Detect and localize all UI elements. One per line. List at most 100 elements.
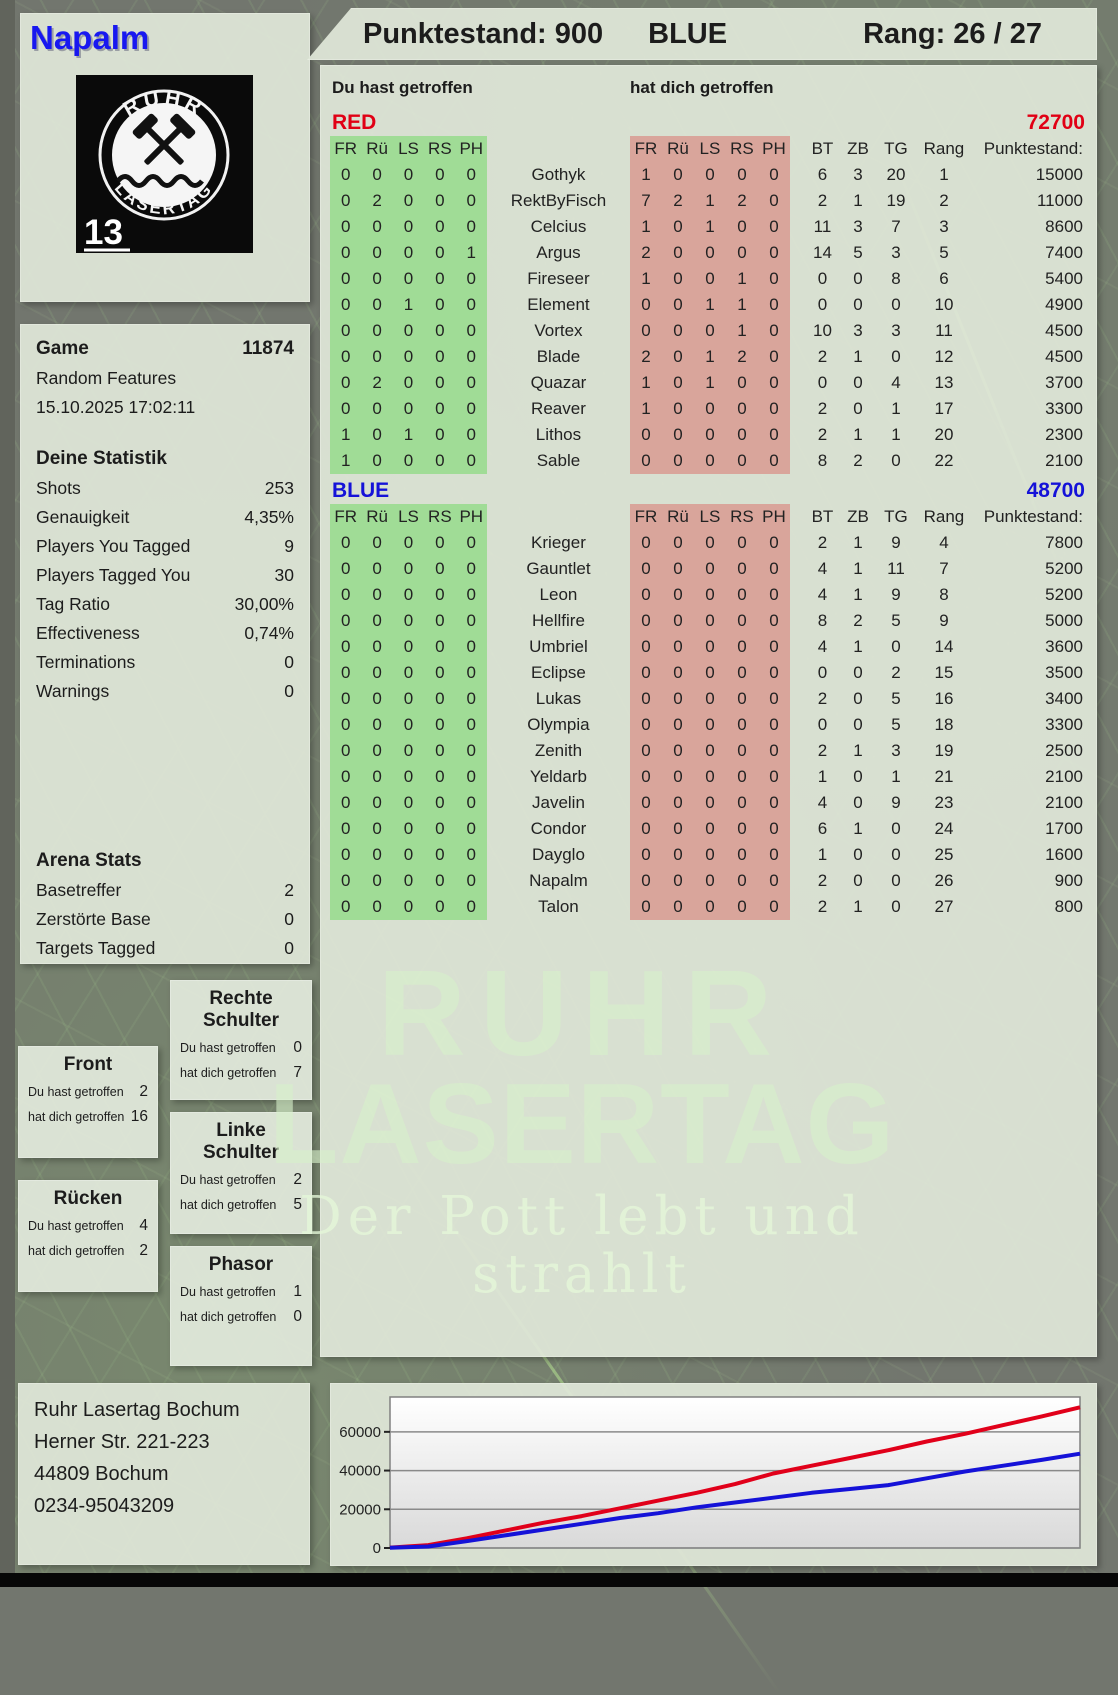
table-cell: 0 (891, 347, 901, 366)
address-panel: Ruhr Lasertag Bochum Herner Str. 221-223… (18, 1383, 310, 1565)
table-cell: 7400 (1045, 243, 1083, 262)
table-cell: 0 (693, 686, 726, 712)
table-cell: 7800 (1045, 533, 1083, 552)
table-cell: 0 (361, 318, 393, 344)
table-cell: 0 (392, 396, 425, 422)
table-cell: 0 (757, 582, 790, 608)
table-cell: 0 (424, 344, 456, 370)
game-mode: Random Features (36, 368, 177, 388)
table-cell: PH (455, 136, 487, 162)
table-cell: 0 (891, 295, 901, 314)
table-cell: 0 (693, 582, 726, 608)
table-cell: 0 (455, 396, 487, 422)
table-cell: Sable (536, 451, 581, 470)
table-cell: 5 (891, 611, 901, 630)
table-cell: 2 (853, 611, 863, 630)
table-cell: 8 (939, 585, 949, 604)
table-cell: 0 (661, 292, 694, 318)
bodypart-box-ruecken: Rücken Du hast getroffen 4 hat dich getro… (18, 1180, 158, 1292)
table-cell: 0 (455, 660, 487, 686)
table-cell: 0 (661, 266, 694, 292)
table-cell: 1 (455, 240, 487, 266)
table-cell: 9 (891, 533, 901, 552)
table-cell: 0 (629, 842, 662, 868)
table-cell: 0 (392, 188, 425, 214)
score-progress-chart: 0 20000 40000 60000 (339, 1396, 1081, 1557)
table-cell: 0 (693, 790, 726, 816)
you-hit-label: Du hast getroffen (28, 1219, 124, 1233)
table-cell: 0 (725, 634, 758, 660)
table-cell: 0 (392, 894, 425, 920)
them-hit-label: hat dich getroffen (180, 1066, 277, 1080)
table-cell: 0 (693, 240, 726, 266)
table-cell: 0 (661, 816, 694, 842)
table-cell: Element (527, 295, 590, 314)
table-cell: 0 (455, 344, 487, 370)
table-cell: Rü (661, 136, 694, 162)
table-cell: 0 (392, 556, 425, 582)
table-cell: 0 (891, 451, 901, 470)
svg-text:20000: 20000 (339, 1501, 381, 1518)
table-cell: 0 (330, 816, 362, 842)
table-cell: 0 (361, 162, 393, 188)
venue-city: 44809 Bochum (34, 1463, 169, 1485)
table-cell: 1 (629, 266, 662, 292)
table-cell: 2300 (1045, 425, 1083, 444)
table-cell: Napalm (529, 871, 588, 890)
table-cell: 0 (455, 842, 487, 868)
you-hit-label: Du hast getroffen (180, 1285, 276, 1299)
table-cell: 1 (853, 559, 863, 578)
table-cell: 0 (757, 318, 790, 344)
table-cell: 3 (891, 741, 901, 760)
table-cell: 0 (661, 686, 694, 712)
table-cell: 0 (424, 214, 456, 240)
stats-panel: Game 11874 Random Features 15.10.2025 17… (20, 324, 310, 964)
table-cell: PH (757, 136, 790, 162)
table-cell: 800 (1054, 897, 1083, 916)
table-cell: Hellfire (532, 611, 585, 630)
table-cell: 0 (330, 530, 362, 556)
table-cell: 0 (330, 396, 362, 422)
table-cell: 0 (392, 318, 425, 344)
table-cell: 0 (424, 396, 456, 422)
table-cell: LS (392, 136, 425, 162)
table-cell: 0 (693, 266, 726, 292)
table-cell: 1 (853, 425, 863, 444)
table-cell: 0 (629, 530, 662, 556)
table-cell: 0 (693, 556, 726, 582)
table-cell: LS (392, 504, 425, 530)
table-cell: ZB (847, 507, 869, 526)
table-cell: 0 (330, 842, 362, 868)
them-hit-value: 2 (139, 1242, 148, 1259)
table-cell: 1600 (1045, 845, 1083, 864)
table-cell: 2 (891, 663, 901, 682)
table-cell: 0 (455, 582, 487, 608)
table-cell: 3500 (1045, 663, 1083, 682)
table-cell: 0 (757, 422, 790, 448)
table-cell: 0 (725, 556, 758, 582)
table-cell: 0 (361, 556, 393, 582)
table-cell: Punktestand: (983, 507, 1083, 526)
red-team-table: FR Rü LS RS PH FR Rü LS RS PH BT ZB TG Rang Punktestan… (330, 136, 1087, 474)
red-team-name: RED (332, 111, 377, 134)
table-cell: 0 (661, 712, 694, 738)
table-cell: 1 (853, 585, 863, 604)
table-cell: 0 (853, 295, 863, 314)
table-cell: PH (455, 504, 487, 530)
table-cell: 1 (853, 897, 863, 916)
table-cell: 0 (455, 266, 487, 292)
table-cell: 0 (725, 660, 758, 686)
table-cell: 2100 (1045, 767, 1083, 786)
table-cell: 0 (424, 868, 456, 894)
blue-team-table: FR Rü LS RS PH FR Rü LS RS PH BT ZB TG Rang Punktestan… (330, 504, 1087, 920)
them-hit-value: 16 (130, 1108, 148, 1125)
table-cell: Lithos (535, 425, 582, 444)
table-cell: 4 (891, 373, 901, 392)
table-cell: ZB (847, 139, 869, 158)
table-cell: 26 (934, 871, 954, 890)
table-cell: 20 (934, 425, 954, 444)
table-cell: 0 (757, 556, 790, 582)
table-cell: 0 (817, 663, 828, 682)
table-cell: 1 (853, 637, 863, 656)
bodypart-box-rechte-schulter: Rechte Schulter Du hast getroffen 0 hat d… (170, 980, 312, 1100)
